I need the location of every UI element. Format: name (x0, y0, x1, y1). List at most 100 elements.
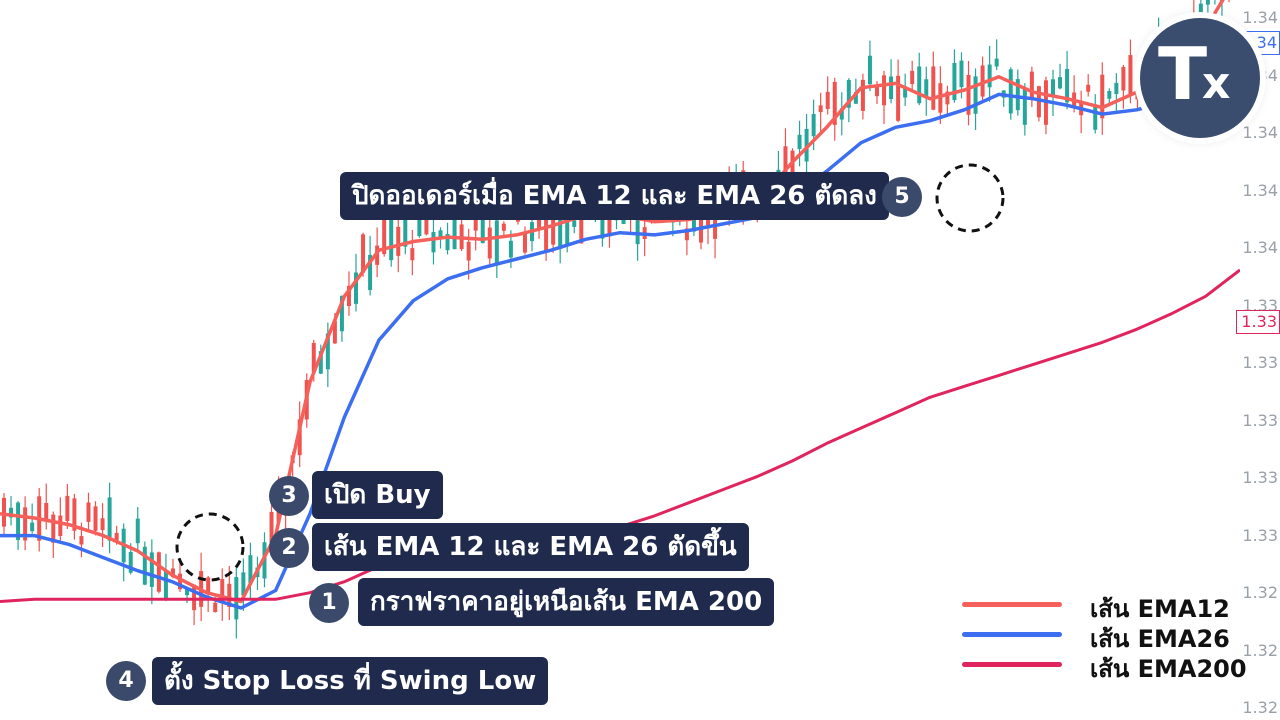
callout-ema-cross-up: เส้น EMA 12 และ EMA 26 ตัดขึ้น (312, 523, 749, 571)
price-label-ema200: 1.33 (1236, 310, 1280, 334)
y-tick-label: 1.33 (1242, 295, 1278, 315)
candle (135, 507, 140, 553)
y-tick-label: 1.32 (1242, 698, 1278, 717)
candle (1100, 62, 1105, 135)
candle (1205, 0, 1210, 17)
y-tick-label: 1.33 (1242, 410, 1278, 430)
candle (65, 483, 70, 530)
candle (1001, 90, 1006, 107)
callout-number-4: 4 (106, 661, 146, 701)
candle (896, 59, 901, 123)
y-tick-label: 1.33 (1242, 468, 1278, 487)
candle (1008, 67, 1013, 120)
candle (994, 39, 999, 71)
candle (72, 493, 77, 540)
candle (1029, 66, 1034, 107)
callout-number-5: 5 (882, 177, 922, 217)
y-tick-label: 1.33 (1242, 353, 1278, 372)
y-tick-label: 1.34 (1242, 8, 1278, 27)
candle (410, 229, 415, 276)
candle (684, 218, 689, 256)
candle (1228, 0, 1230, 3)
candle (1128, 39, 1133, 104)
logo-letter-x: x (1202, 58, 1231, 109)
candle (1114, 73, 1119, 113)
candle (452, 214, 457, 250)
candle (966, 61, 971, 126)
callout-stop-loss: ตั้ง Stop Loss ที่ Swing Low (152, 657, 549, 705)
fx-logo: T x (1140, 18, 1260, 138)
y-tick-label: 1.32 (1242, 583, 1278, 602)
candle (220, 568, 225, 621)
y-tick-label: 1.34 (1242, 180, 1278, 200)
candle (100, 503, 105, 548)
y-tick-label: 1.34 (1242, 238, 1278, 257)
candle (86, 492, 91, 531)
candle (1107, 88, 1112, 104)
candle (860, 73, 865, 120)
candle (832, 77, 837, 141)
crossover-up-marker (175, 512, 245, 582)
candle (987, 45, 992, 102)
candle (346, 271, 351, 316)
legend-label-ema12: เส้น EMA12 (1090, 595, 1230, 623)
candle (487, 215, 492, 266)
candle (23, 496, 28, 551)
candle (818, 92, 823, 132)
callout-number-1: 1 (309, 583, 349, 623)
candle (248, 542, 253, 600)
callout-number-3: 3 (269, 476, 309, 516)
candle (931, 51, 936, 111)
candle (839, 92, 844, 136)
series-line-ema26 (0, 47, 1240, 610)
candle (163, 553, 168, 602)
candle (58, 497, 63, 541)
legend-swatch-ema200 (962, 662, 1062, 667)
candle (107, 482, 112, 554)
candle (1022, 83, 1027, 136)
callout-open-buy: เปิด Buy (312, 471, 443, 519)
candle (889, 59, 894, 104)
candle (16, 501, 21, 550)
y-tick-label: 1.32 (1242, 640, 1278, 660)
candle (825, 76, 830, 115)
candle (142, 541, 147, 586)
crossover-down-marker (935, 163, 1005, 233)
candle (156, 551, 161, 594)
candle (199, 552, 204, 622)
legend-swatch-ema26 (962, 632, 1062, 637)
candle (1086, 74, 1091, 97)
y-tick-label: 1.34 (1242, 123, 1278, 142)
candle (234, 567, 239, 639)
candle (903, 73, 908, 106)
candle (44, 483, 49, 530)
candle (797, 120, 802, 167)
candle (149, 539, 154, 605)
candle (917, 52, 922, 106)
candle (1121, 64, 1126, 109)
candle (1079, 90, 1084, 134)
candle (494, 217, 499, 278)
callout-price-above-ema200: กราฟราคาอยู่เหนือเส้น EMA 200 (358, 578, 775, 626)
candle (1214, 0, 1216, 5)
candle (9, 496, 14, 526)
candle (945, 85, 950, 118)
legend-label-ema26: เส้น EMA26 (1090, 625, 1230, 653)
candle (241, 558, 246, 611)
candle (882, 70, 887, 124)
candle (1036, 85, 1041, 122)
candle (867, 40, 872, 92)
candle (910, 60, 915, 93)
candle (924, 66, 929, 116)
price-axis: 1.34 1.34 1.34 1.34 1.34 1.33 1.33 1.33 1.33 1.33… (1236, 0, 1280, 720)
candle (368, 235, 373, 296)
legend-label-ema200: เส้น EMA200 (1090, 655, 1247, 683)
candle (501, 221, 506, 238)
candle (51, 511, 56, 559)
logo-letter-t: T (1158, 32, 1208, 116)
candle (973, 68, 978, 131)
candle (1015, 69, 1020, 116)
candle (1058, 63, 1063, 90)
callout-close-order: ปิดออเดอร์เมื่อ EMA 12 และ EMA 26 ตัดลง (340, 172, 889, 220)
candle (980, 56, 985, 100)
